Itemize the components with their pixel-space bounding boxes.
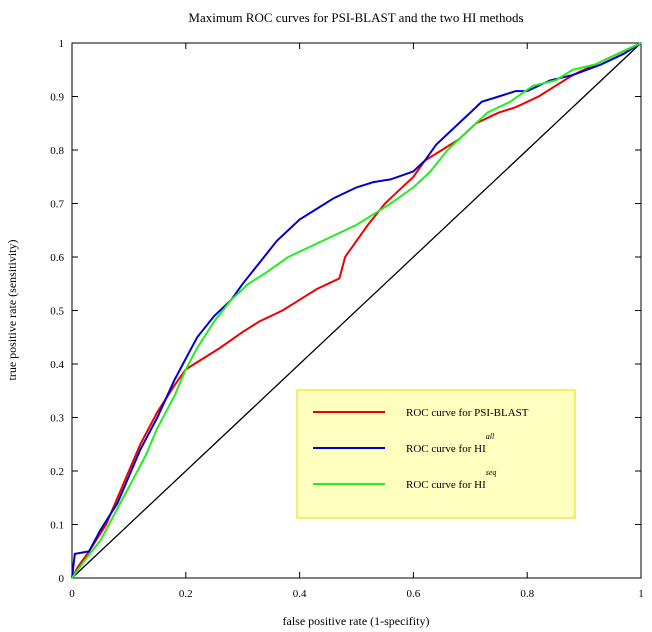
y-tick-label: 0.3 <box>50 413 64 425</box>
legend-name: ROC curve for PSI-BLAST <box>406 407 529 419</box>
x-axis-label: false positive rate (1-specifity) <box>283 614 430 628</box>
x-tick-label: 0.2 <box>179 588 193 600</box>
y-tick-label: 0.1 <box>50 520 64 532</box>
y-tick-label: 0.5 <box>50 306 64 318</box>
y-tick-label: 0.4 <box>50 359 64 371</box>
y-tick-label: 0.8 <box>50 145 64 157</box>
x-tick-label: 0.8 <box>520 588 534 600</box>
legend-label: ROC curve for PSI-BLAST <box>406 407 529 419</box>
y-tick-label: 0.6 <box>50 252 64 264</box>
y-tick-label: 0.7 <box>50 199 64 211</box>
roc-line <box>71 42 642 579</box>
y-tick-label: 0 <box>59 573 65 585</box>
legend-name: ROC curve for HI <box>406 479 486 491</box>
y-axis-label: true positive rate (sensitivity) <box>5 240 19 381</box>
y-tick-label: 0.2 <box>50 466 64 478</box>
roc-line <box>71 42 642 579</box>
legend-superscript: seq <box>486 468 497 477</box>
legend-label: ROC curve for HIseq <box>406 468 496 491</box>
y-tick-label: 1 <box>59 38 65 50</box>
roc-line <box>71 42 642 579</box>
y-tick-label: 0.9 <box>50 92 64 104</box>
x-tick-label: 0.4 <box>293 588 307 600</box>
x-tick-label: 0.6 <box>407 588 421 600</box>
legend-superscript: all <box>486 432 495 441</box>
legend-name: ROC curve for HI <box>406 443 486 455</box>
legend-label: ROC curve for HIall <box>406 432 495 455</box>
diagonal-line <box>71 42 642 579</box>
chart-title: Maximum ROC curves for PSI-BLAST and the… <box>188 10 523 25</box>
x-tick-label: 1 <box>638 588 644 600</box>
x-tick-label: 0 <box>69 588 75 600</box>
